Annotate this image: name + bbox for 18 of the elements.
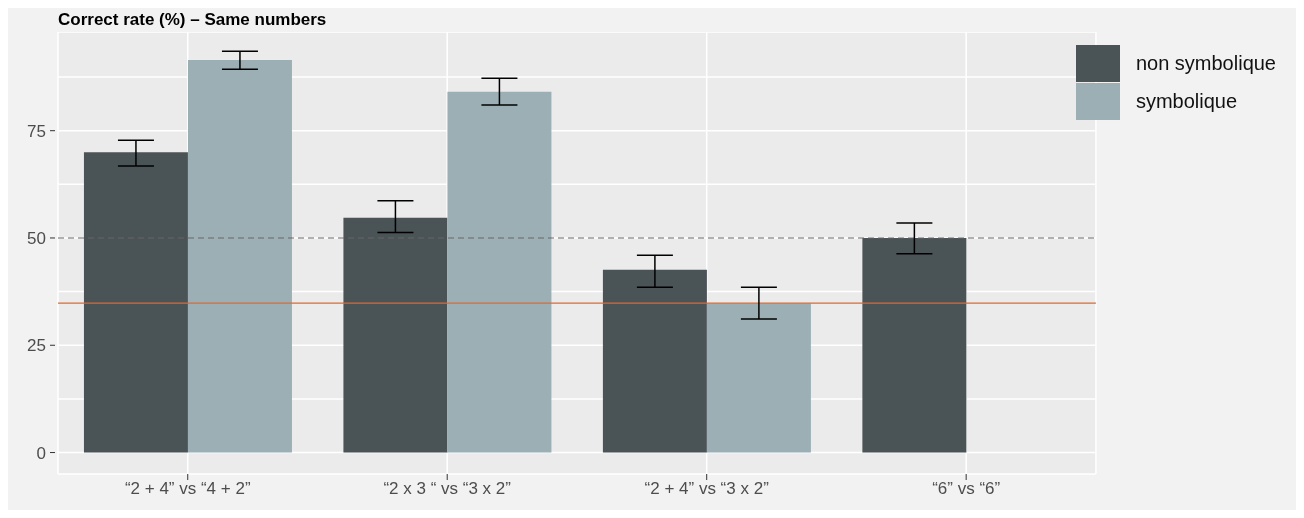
bar xyxy=(447,91,552,453)
legend-label: symbolique xyxy=(1135,89,1238,113)
legend-label: non symbolique xyxy=(1135,51,1276,75)
y-tick-label: 0 xyxy=(36,443,46,463)
x-tick-label: “6” vs “6” xyxy=(932,479,1001,499)
y-tick-label: 75 xyxy=(27,121,46,141)
y-tick-label: 50 xyxy=(27,228,46,248)
bar xyxy=(83,152,188,453)
y-tick-label: 25 xyxy=(27,336,46,356)
bar xyxy=(343,217,448,453)
chart-title: Correct rate (%) – Same numbers xyxy=(57,9,328,31)
x-tick-label: “2 + 4” vs “4 + 2” xyxy=(124,479,251,499)
bar xyxy=(706,303,811,453)
bar xyxy=(187,59,292,453)
x-tick-label: “2 x 3 “ vs “3 x 2” xyxy=(383,479,512,499)
x-tick-label: “2 + 4” vs “3 x 2” xyxy=(644,479,770,499)
bar xyxy=(862,237,967,453)
bar xyxy=(602,269,707,453)
